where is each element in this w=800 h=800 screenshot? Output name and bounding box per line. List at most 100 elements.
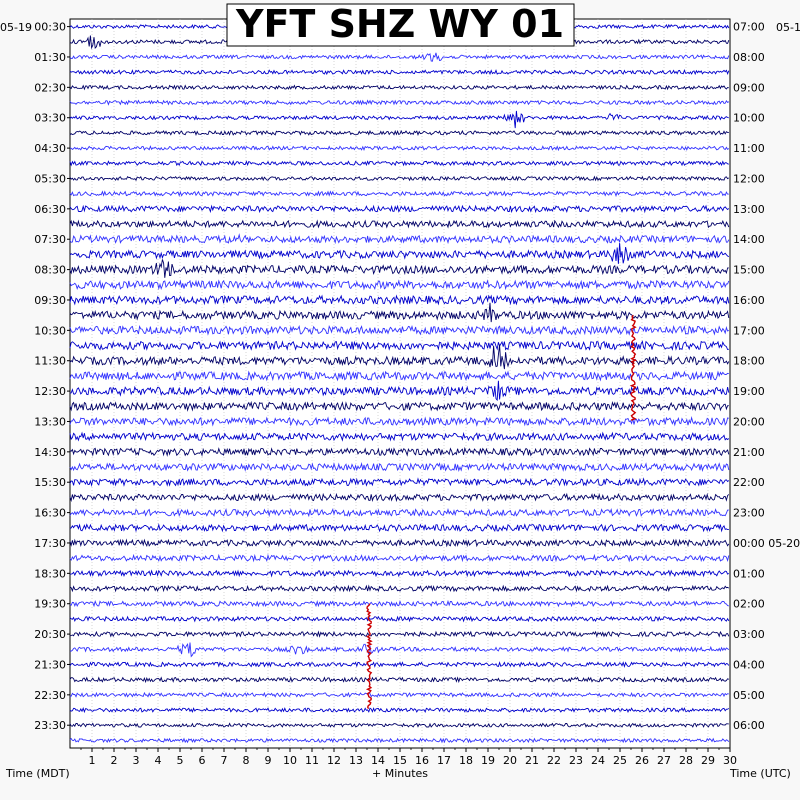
date-right: 05-1 — [776, 21, 800, 34]
right-time-label: 17:00 — [733, 324, 765, 337]
x-tick-labels: 1 2 3 4 5 6 7 8 9 10 11 12 13 14 15 16 17 18 19 20 21 22 23 24 2… — [80, 748, 737, 767]
left-time-label: 07:30 — [34, 233, 66, 246]
x-tick-label: 17 — [437, 754, 451, 767]
left-time-label: 22:30 — [34, 689, 66, 702]
x-tick-label: 24 — [591, 754, 605, 767]
right-time-label: 10:00 — [733, 112, 765, 125]
x-tick-label: 25 — [613, 754, 627, 767]
x-tick-label: 15 — [393, 754, 407, 767]
trace-line — [69, 737, 730, 744]
left-time-label: 20:30 — [34, 628, 66, 641]
trace-line — [69, 400, 729, 412]
date-left: 05-19 — [0, 21, 32, 34]
trace-line — [69, 446, 730, 457]
trace-line — [69, 599, 729, 608]
left-time-label: 10:30 — [34, 324, 66, 337]
trace-line — [69, 492, 730, 503]
trace-line — [69, 707, 730, 714]
x-tick-label: 9 — [265, 754, 272, 767]
trace-line — [69, 294, 730, 306]
trace-line — [69, 370, 729, 382]
x-tick-label: 28 — [679, 754, 693, 767]
right-time-label: 22:00 — [733, 476, 765, 489]
left-time-label: 23:30 — [34, 719, 66, 732]
left-time-label: 19:30 — [34, 598, 66, 611]
right-time-label: 11:00 — [733, 142, 765, 155]
x-tick-label: 27 — [657, 754, 671, 767]
x-tick-label: 19 — [481, 754, 495, 767]
trace-line — [69, 243, 730, 264]
left-axis-label: Time (MDT) — [5, 767, 70, 780]
right-time-label: 00:00 05-20 — [733, 537, 800, 550]
right-time-label: 08:00 — [733, 51, 765, 64]
trace-line — [69, 584, 730, 593]
left-time-label: 16:30 — [34, 507, 66, 520]
right-axis-label: Time (UTC) — [729, 767, 791, 780]
trace-line — [69, 615, 730, 623]
right-time-label: 07:00 — [733, 21, 765, 34]
trace-line — [69, 204, 730, 214]
left-time-label: 00:30 — [34, 21, 66, 34]
x-tick-label: 14 — [371, 754, 385, 767]
x-tick-label: 18 — [459, 754, 473, 767]
right-time-label: 15:00 — [733, 264, 765, 277]
trace-line — [69, 340, 729, 351]
x-tick-label: 26 — [635, 754, 649, 767]
trace-line — [69, 569, 730, 578]
right-time-label: 09:00 — [733, 81, 765, 94]
left-time-label: 04:30 — [34, 142, 66, 155]
left-time-label: 12:30 — [34, 385, 66, 398]
x-axis-label: + Minutes — [372, 767, 428, 780]
left-time-label: 13:30 — [34, 415, 66, 428]
title-box — [226, 3, 575, 47]
trace-line — [69, 431, 730, 442]
trace-line — [69, 676, 729, 684]
trace-line — [69, 416, 729, 427]
trace-line — [69, 462, 730, 473]
left-time-label: 01:30 — [34, 51, 66, 64]
left-time-label: 15:30 — [34, 476, 66, 489]
event-marker — [629, 314, 638, 421]
right-time-labels: 07:00 08:00 09:00 10:00 11:00 12:00 13:00 14:00… — [733, 21, 800, 733]
left-time-label: 14:30 — [34, 446, 66, 459]
x-tick-label: 7 — [221, 754, 228, 767]
right-time-label: 23:00 — [733, 507, 765, 520]
trace-line — [69, 233, 730, 245]
left-time-label: 09:30 — [34, 294, 66, 307]
right-time-label: 01:00 — [733, 567, 765, 580]
x-tick-label: 21 — [525, 754, 539, 767]
trace-line — [69, 110, 729, 129]
trace-line — [69, 522, 729, 533]
right-time-label: 20:00 — [733, 415, 765, 428]
left-time-label: 03:30 — [34, 112, 66, 125]
x-tick-label: 20 — [503, 754, 517, 767]
trace-line — [69, 642, 730, 658]
trace-line — [69, 344, 730, 370]
x-tick-label: 8 — [243, 754, 250, 767]
right-time-label: 19:00 — [733, 385, 765, 398]
x-tick-label: 5 — [177, 754, 184, 767]
x-tick-label: 30 — [723, 754, 737, 767]
trace-line — [69, 219, 730, 229]
right-time-label: 03:00 — [733, 628, 765, 641]
trace-line — [69, 259, 729, 278]
plot-area — [69, 18, 731, 749]
x-tick-label: 10 — [283, 754, 297, 767]
right-time-label: 16:00 — [733, 294, 765, 307]
trace-line — [69, 145, 730, 152]
trace-line — [69, 630, 730, 638]
x-tick-label: 16 — [415, 754, 429, 767]
x-tick-label: 22 — [547, 754, 561, 767]
trace-line — [69, 508, 729, 518]
right-time-label: 21:00 — [733, 446, 765, 459]
trace-line — [69, 160, 729, 167]
left-time-labels: 00:30 01:30 02:30 03:30 04:30 05:30 06:30 07:30… — [34, 21, 70, 732]
x-tick-label: 12 — [327, 754, 341, 767]
trace-line — [69, 691, 729, 698]
x-tick-label: 23 — [569, 754, 583, 767]
chart-title: YFT SHZ WY 01 — [235, 2, 564, 46]
right-time-label: 18:00 — [733, 355, 765, 368]
left-time-label: 05:30 — [34, 172, 66, 185]
trace-line — [69, 661, 730, 669]
right-time-label: 02:00 — [733, 598, 765, 611]
